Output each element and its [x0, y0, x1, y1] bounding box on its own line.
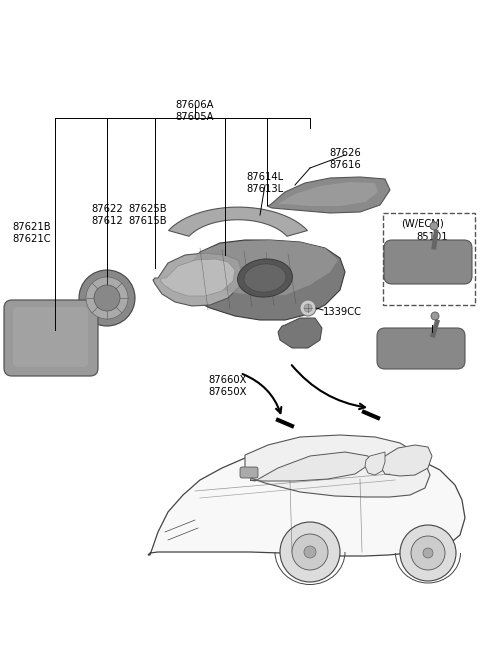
Text: 87626
87616: 87626 87616: [329, 148, 361, 170]
Text: 85101: 85101: [416, 232, 448, 242]
Text: 87621B
87621C: 87621B 87621C: [12, 222, 51, 244]
Polygon shape: [153, 253, 242, 306]
Polygon shape: [267, 177, 390, 213]
FancyBboxPatch shape: [4, 300, 98, 376]
Circle shape: [79, 270, 135, 326]
FancyBboxPatch shape: [384, 240, 472, 284]
Text: (W/ECM): (W/ECM): [401, 218, 444, 228]
Circle shape: [304, 546, 316, 558]
Circle shape: [430, 222, 438, 230]
Text: 1339CC: 1339CC: [323, 307, 362, 317]
Polygon shape: [365, 452, 385, 475]
Circle shape: [94, 285, 120, 311]
Polygon shape: [278, 318, 322, 348]
Ellipse shape: [244, 264, 286, 292]
Text: 87660X
87650X: 87660X 87650X: [209, 375, 247, 397]
Circle shape: [400, 525, 456, 581]
Text: 87622
87612: 87622 87612: [91, 204, 123, 225]
Polygon shape: [380, 445, 432, 476]
Text: 87606A
87605A: 87606A 87605A: [176, 100, 214, 122]
Polygon shape: [160, 259, 235, 296]
Circle shape: [280, 522, 340, 582]
Polygon shape: [148, 443, 465, 556]
Polygon shape: [183, 240, 338, 296]
Text: 87625B
87615B: 87625B 87615B: [129, 204, 168, 225]
Circle shape: [431, 312, 439, 320]
Circle shape: [292, 534, 328, 570]
Polygon shape: [168, 207, 308, 237]
FancyBboxPatch shape: [13, 307, 88, 367]
Circle shape: [86, 277, 128, 319]
Text: 85101: 85101: [416, 330, 448, 340]
FancyBboxPatch shape: [377, 328, 465, 369]
Circle shape: [411, 536, 445, 570]
Circle shape: [304, 304, 312, 312]
Polygon shape: [175, 240, 345, 320]
Polygon shape: [250, 452, 370, 481]
Text: 87614L
87613L: 87614L 87613L: [246, 172, 284, 194]
Polygon shape: [245, 435, 430, 497]
FancyBboxPatch shape: [240, 467, 258, 478]
Circle shape: [423, 548, 433, 558]
Polygon shape: [278, 182, 378, 206]
Circle shape: [300, 300, 316, 316]
Ellipse shape: [238, 259, 292, 297]
